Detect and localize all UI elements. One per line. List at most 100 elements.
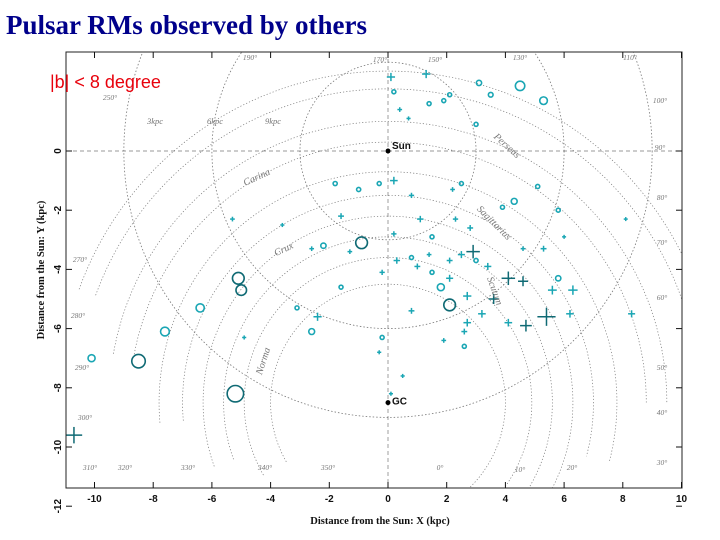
longitude-label: 30° [656, 458, 668, 467]
rm-negative-marker [379, 269, 385, 276]
y-tick-label: -8 [53, 383, 64, 392]
y-tick-label: -2 [53, 205, 64, 214]
rm-positive-marker [391, 89, 397, 95]
rm-negative-marker [388, 391, 393, 396]
rm-positive-marker [514, 80, 526, 92]
spiral-arm-4-edge-1 [133, 141, 647, 403]
y-tick-label: -4 [53, 265, 64, 274]
rm-positive-marker [510, 197, 518, 206]
rm-negative-marker [338, 213, 344, 220]
rm-positive-marker [487, 91, 494, 98]
y-tick-label: -12 [53, 499, 64, 514]
rm-positive-marker [473, 257, 479, 264]
x-tick-label: 4 [503, 494, 509, 505]
longitude-label: 300° [77, 413, 92, 422]
rm-negative-marker [66, 426, 83, 444]
longitude-label: 80° [657, 193, 668, 202]
rm-negative-marker [484, 262, 492, 270]
rm-positive-marker [555, 207, 562, 213]
rm-negative-marker [391, 231, 397, 237]
rm-positive-marker [426, 100, 432, 107]
rm-positive-marker [554, 274, 562, 282]
rm-negative-marker [242, 335, 247, 340]
rm-positive-marker [319, 242, 327, 250]
rm-positive-marker [436, 282, 446, 292]
y-axis-label: Distance from the Sun: Y (kpc) [36, 200, 47, 339]
rm-negative-marker [520, 319, 532, 332]
rm-positive-marker [231, 271, 245, 285]
longitude-label: 310° [82, 463, 97, 472]
rm-negative-marker [347, 249, 353, 254]
rm-positive-marker [475, 79, 483, 87]
longitude-label: 0° [437, 463, 444, 472]
plot-frame [65, 51, 683, 489]
longitude-label: 60° [657, 293, 668, 302]
longitude-label: 320° [117, 463, 132, 472]
x-tick-label: 6 [561, 494, 567, 505]
rm-negative-marker [313, 312, 322, 321]
rm-negative-marker [426, 252, 432, 257]
rm-positive-marker [338, 284, 344, 290]
longitude-label: 110° [623, 53, 637, 62]
rm-positive-marker [429, 234, 435, 240]
x-tick-label: -8 [149, 494, 158, 505]
rm-positive-marker [408, 254, 415, 261]
rm-positive-marker [355, 186, 362, 193]
longitude-label: 280° [71, 311, 85, 320]
x-tick-label: 0 [385, 494, 391, 505]
x-tick-label: 8 [620, 494, 626, 505]
spiral-arm-3-edge-2 [158, 171, 618, 463]
sun-label: Sun [392, 141, 411, 152]
longitude-label: 40° [657, 408, 668, 417]
rm-negative-marker [230, 216, 235, 222]
longitude-label: 330° [180, 463, 195, 472]
rm-negative-marker [446, 274, 454, 282]
spiral-arm-2-edge-1 [223, 236, 553, 488]
ring-label: 6kpc [207, 116, 223, 126]
rm-positive-marker [442, 298, 457, 312]
rm-positive-marker [226, 384, 245, 403]
slide-title: Pulsar RMs observed by others [6, 10, 367, 40]
rm-positive-marker [446, 91, 453, 98]
longitude-label: 190° [243, 53, 257, 62]
rm-negative-marker [466, 244, 480, 259]
rm-negative-marker [422, 69, 431, 79]
rm-negative-marker [452, 216, 459, 222]
x-tick-label: -4 [266, 494, 275, 505]
longitude-label: 170° [373, 55, 387, 64]
rm-negative-marker [628, 310, 636, 318]
rm-positive-marker [534, 183, 541, 190]
longitude-label: 100° [653, 96, 667, 105]
rm-negative-marker [280, 222, 285, 228]
rm-positive-marker [499, 204, 506, 211]
spiral-arm-5-edge-1 [95, 88, 682, 302]
rm-negative-marker [408, 192, 415, 199]
rm-negative-marker [406, 116, 411, 121]
rm-positive-marker [538, 96, 549, 106]
longitude-label: 90° [655, 143, 666, 152]
rm-positive-marker [379, 334, 385, 341]
x-tick-label: -6 [207, 494, 216, 505]
longitude-label: 20° [567, 463, 578, 472]
rm-negative-marker [463, 291, 472, 301]
rm-negative-marker [518, 276, 528, 287]
rm-positive-marker [195, 302, 206, 313]
rm-negative-marker [566, 309, 574, 318]
sun-dot [385, 148, 391, 154]
rm-positive-marker [159, 326, 171, 337]
rm-negative-marker [450, 187, 455, 192]
longitude-label: 350° [320, 463, 335, 472]
rm-negative-marker [417, 215, 424, 223]
longitude-label: 250° [103, 93, 117, 102]
spiral-arm-1-edge-2 [243, 257, 533, 488]
gc-label: GC [392, 397, 407, 408]
rm-negative-marker [463, 318, 472, 327]
distance-ring-3 [123, 52, 653, 418]
longitude-label: 50° [657, 363, 668, 372]
longitude-label: 270° [73, 255, 87, 264]
rm-positive-marker [458, 180, 465, 187]
rm-negative-marker [441, 338, 447, 343]
rm-negative-marker [457, 251, 465, 259]
rm-positive-marker [87, 353, 96, 363]
